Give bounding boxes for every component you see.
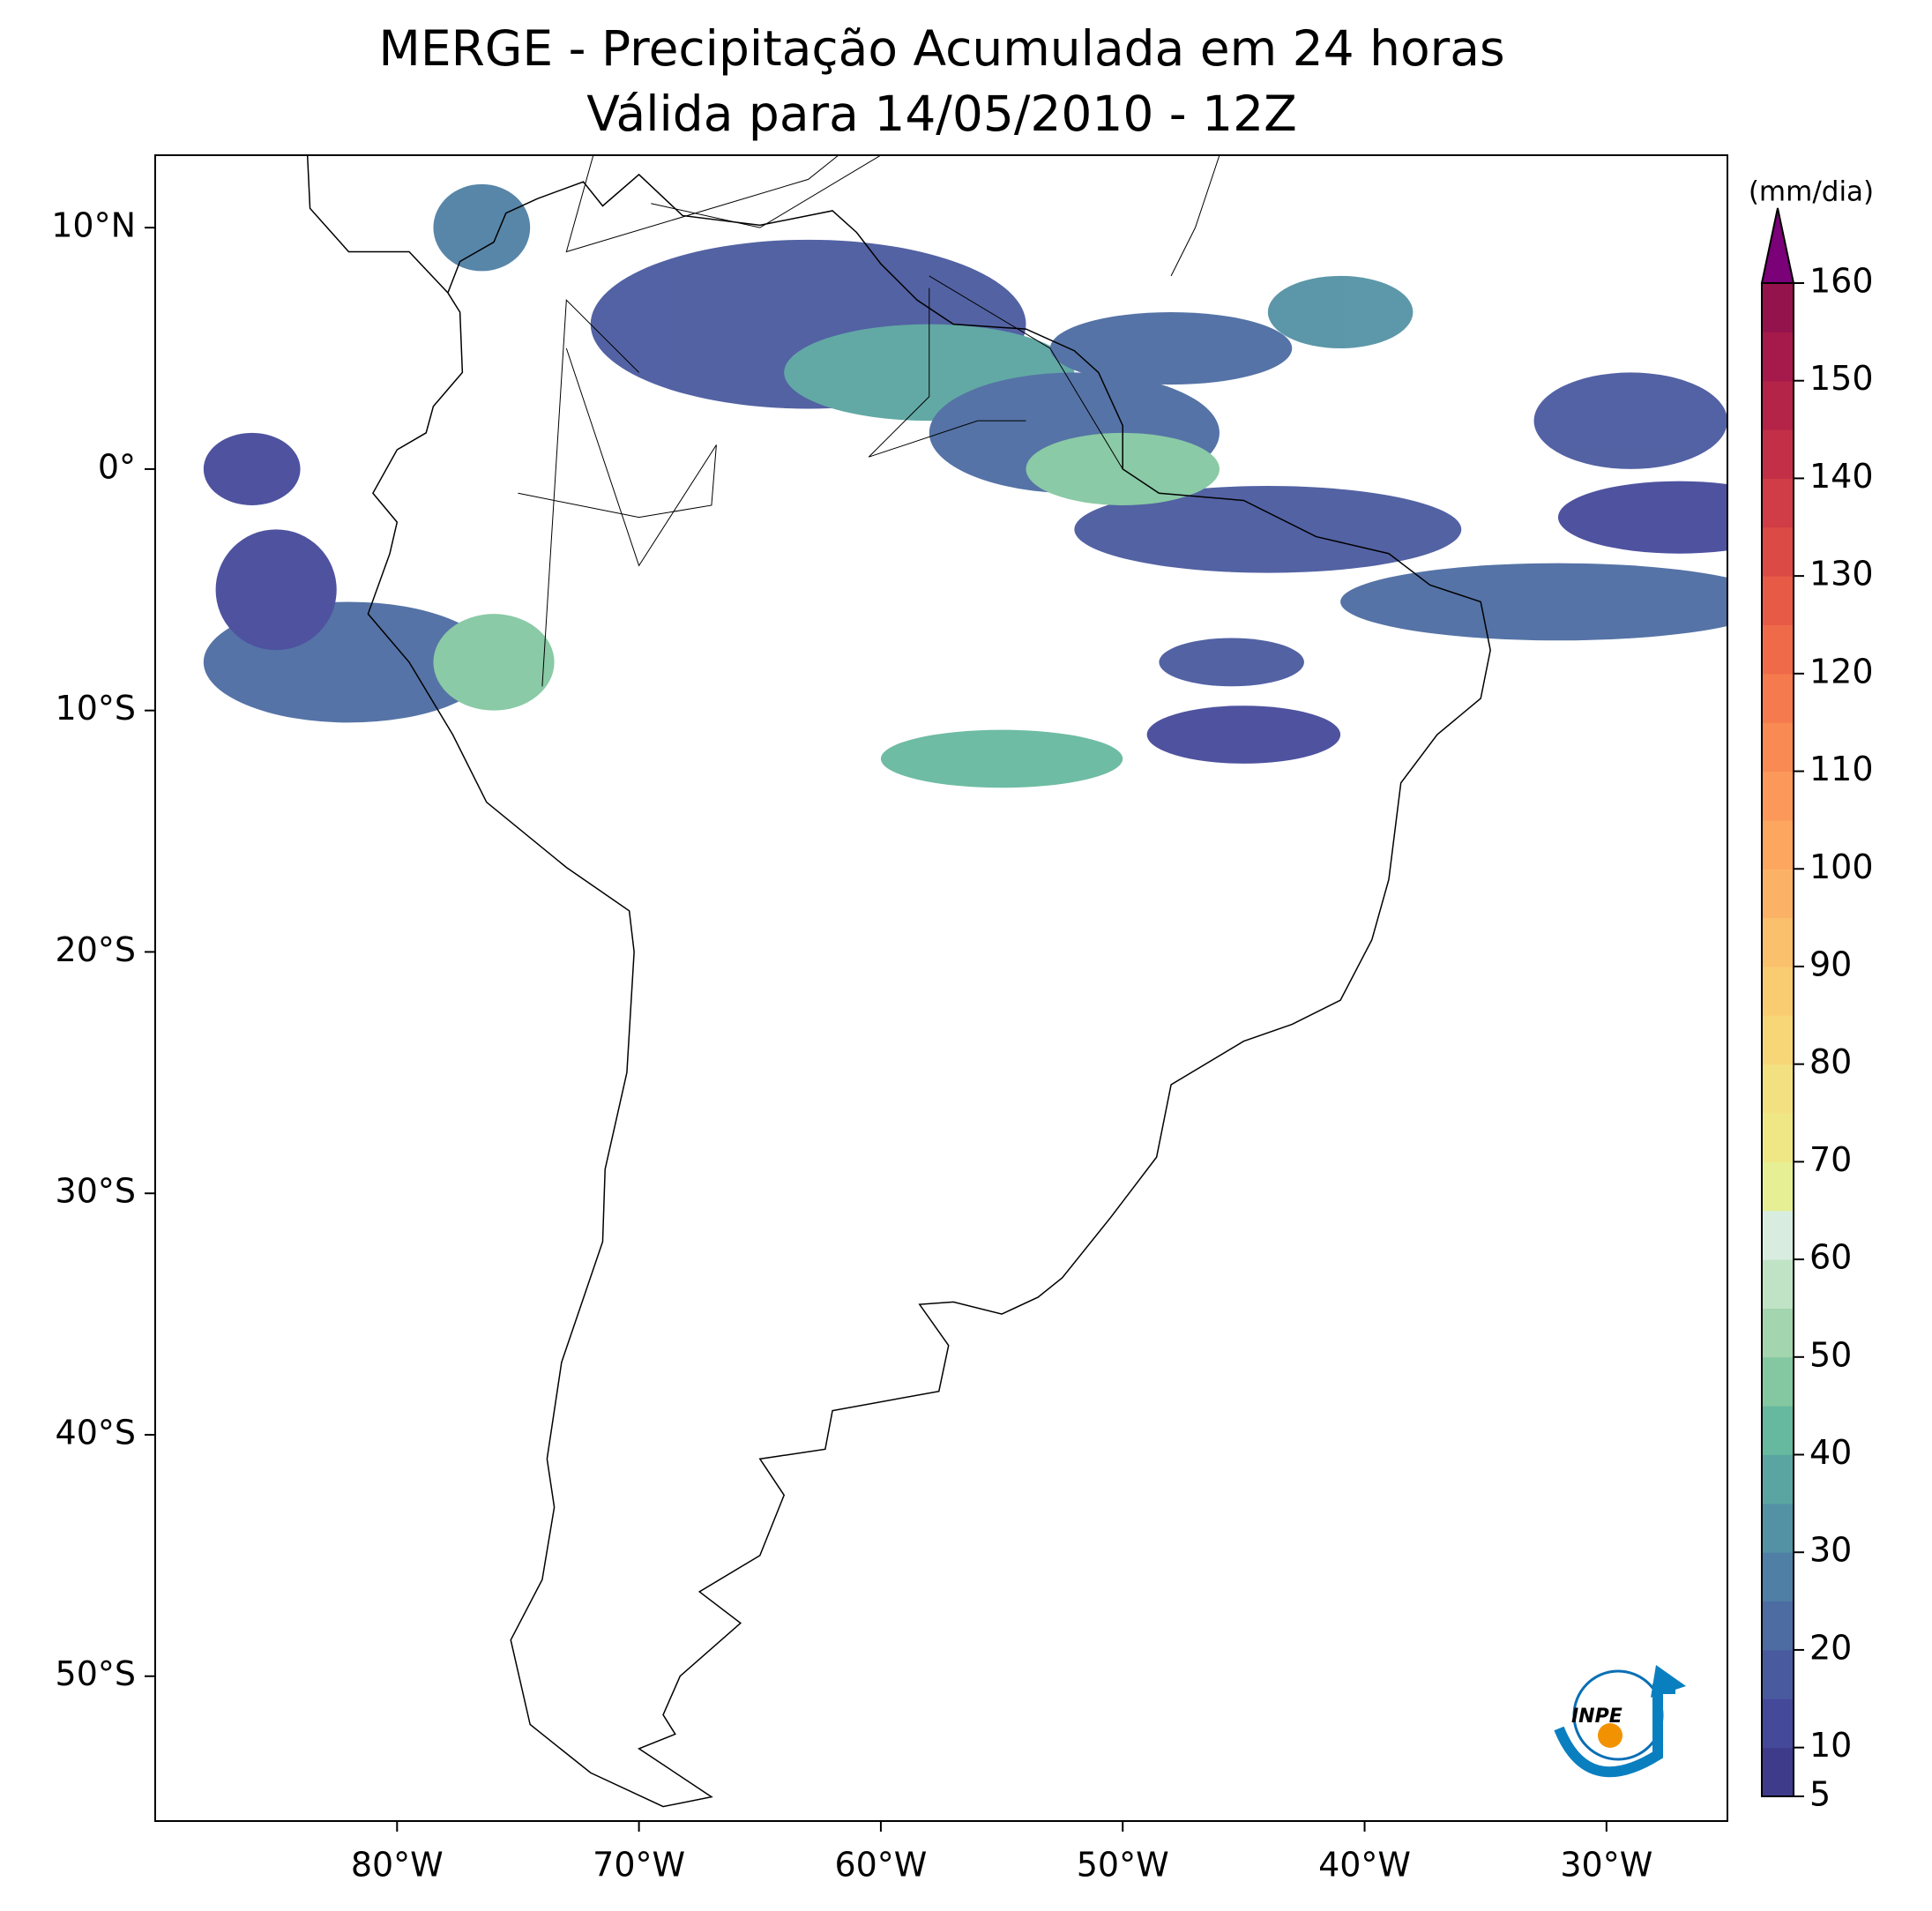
- colorbar-band: [1762, 1601, 1794, 1651]
- subtitle: Válida para 14/05/2010 - 12Z: [586, 86, 1297, 142]
- colorbar-extend: [1760, 207, 1795, 284]
- colorbar-band: [1762, 1113, 1794, 1162]
- colorbar-band: [1762, 1552, 1794, 1602]
- colorbar-band: [1762, 1649, 1794, 1699]
- colorbar-frame: [1761, 282, 1794, 1797]
- colorbar-tick-label: 10: [1809, 1726, 1852, 1765]
- x-tick-label: 70°W: [593, 1846, 685, 1885]
- colorbar-band: [1762, 526, 1794, 577]
- geo-layer: [203, 0, 1727, 1807]
- colorbar-tick-label: 150: [1809, 359, 1874, 398]
- colorbar-band: [1762, 869, 1794, 919]
- colorbar-band: [1762, 1015, 1794, 1065]
- x-tick-label: 30°W: [1560, 1846, 1652, 1885]
- colorbar-tick-label: 120: [1809, 652, 1874, 690]
- borders: [518, 0, 1364, 686]
- colorbar-band: [1762, 283, 1794, 332]
- colorbar-band: [1762, 1356, 1794, 1407]
- y-tick-label: 10°N: [51, 206, 136, 245]
- precipitation: [203, 183, 1727, 788]
- colorbar-band: [1762, 771, 1794, 821]
- x-tick-label: 40°W: [1318, 1846, 1411, 1885]
- colorbar-band: [1762, 966, 1794, 1016]
- colorbar-tick-label: 160: [1809, 262, 1874, 301]
- colorbar-band: [1762, 1308, 1794, 1358]
- colorbar-tick-label: 70: [1809, 1140, 1852, 1179]
- colorbar-band: [1762, 1454, 1794, 1504]
- x-tick-label: 60°W: [834, 1846, 927, 1885]
- y-tick-label: 40°S: [56, 1413, 136, 1452]
- colorbar-tick-label: 60: [1809, 1238, 1852, 1277]
- colorbar-tick-label: 50: [1809, 1335, 1852, 1374]
- logo-text: INPE: [1571, 1706, 1622, 1728]
- colorbar-tick-label: 140: [1809, 457, 1874, 496]
- colorbar-tick-label: 5: [1809, 1775, 1831, 1814]
- colorbar-band: [1762, 1747, 1794, 1797]
- logo: INPE: [1554, 1665, 1686, 1778]
- colorbar-band: [1762, 429, 1794, 479]
- colorbar-band: [1762, 478, 1794, 528]
- title: MERGE - Precipitação Acumulada em 24 hor…: [378, 20, 1504, 77]
- colorbar-band: [1762, 1210, 1794, 1260]
- colorbar-tick-label: 110: [1809, 750, 1874, 788]
- y-tick-label: 0°: [98, 447, 136, 486]
- colorbar-tick-label: 40: [1809, 1433, 1852, 1472]
- y-tick-label: 10°S: [56, 689, 136, 728]
- colorbar-band: [1762, 380, 1794, 430]
- colorbar-band: [1762, 576, 1794, 625]
- colorbar-band: [1762, 917, 1794, 967]
- colorbar-tick-label: 20: [1809, 1628, 1852, 1667]
- colorbar-band: [1762, 673, 1794, 723]
- colorbar-band: [1762, 1161, 1794, 1212]
- colorbar-band: [1762, 1698, 1794, 1749]
- colorbar-band: [1762, 819, 1794, 870]
- colorbar-tick-label: 80: [1809, 1042, 1852, 1081]
- colorbar-band: [1762, 332, 1794, 382]
- x-tick-label: 50°W: [1077, 1846, 1169, 1885]
- colorbar-tick-label: 30: [1809, 1531, 1852, 1570]
- colorbar-tick-label: 90: [1809, 944, 1852, 983]
- map-frame: [154, 154, 1728, 1822]
- x-tick-label: 80°W: [351, 1846, 444, 1885]
- colorbar-band: [1762, 1503, 1794, 1553]
- y-tick-label: 20°S: [56, 930, 136, 969]
- colorbar-band: [1762, 722, 1794, 773]
- colorbar-band: [1762, 1259, 1794, 1309]
- colorbar-band: [1762, 1064, 1794, 1114]
- colorbar-label: (mm/dia): [1749, 176, 1874, 208]
- map-area: [203, 0, 1727, 1807]
- y-tick-label: 50°S: [56, 1654, 136, 1693]
- colorbar-band: [1762, 624, 1794, 675]
- y-tick-label: 30°S: [56, 1172, 136, 1211]
- colorbar-band: [1762, 1406, 1794, 1456]
- colorbar-tick-label: 100: [1809, 847, 1874, 886]
- coastline: [204, 83, 1490, 1807]
- colorbar-tick-label: 130: [1809, 555, 1874, 593]
